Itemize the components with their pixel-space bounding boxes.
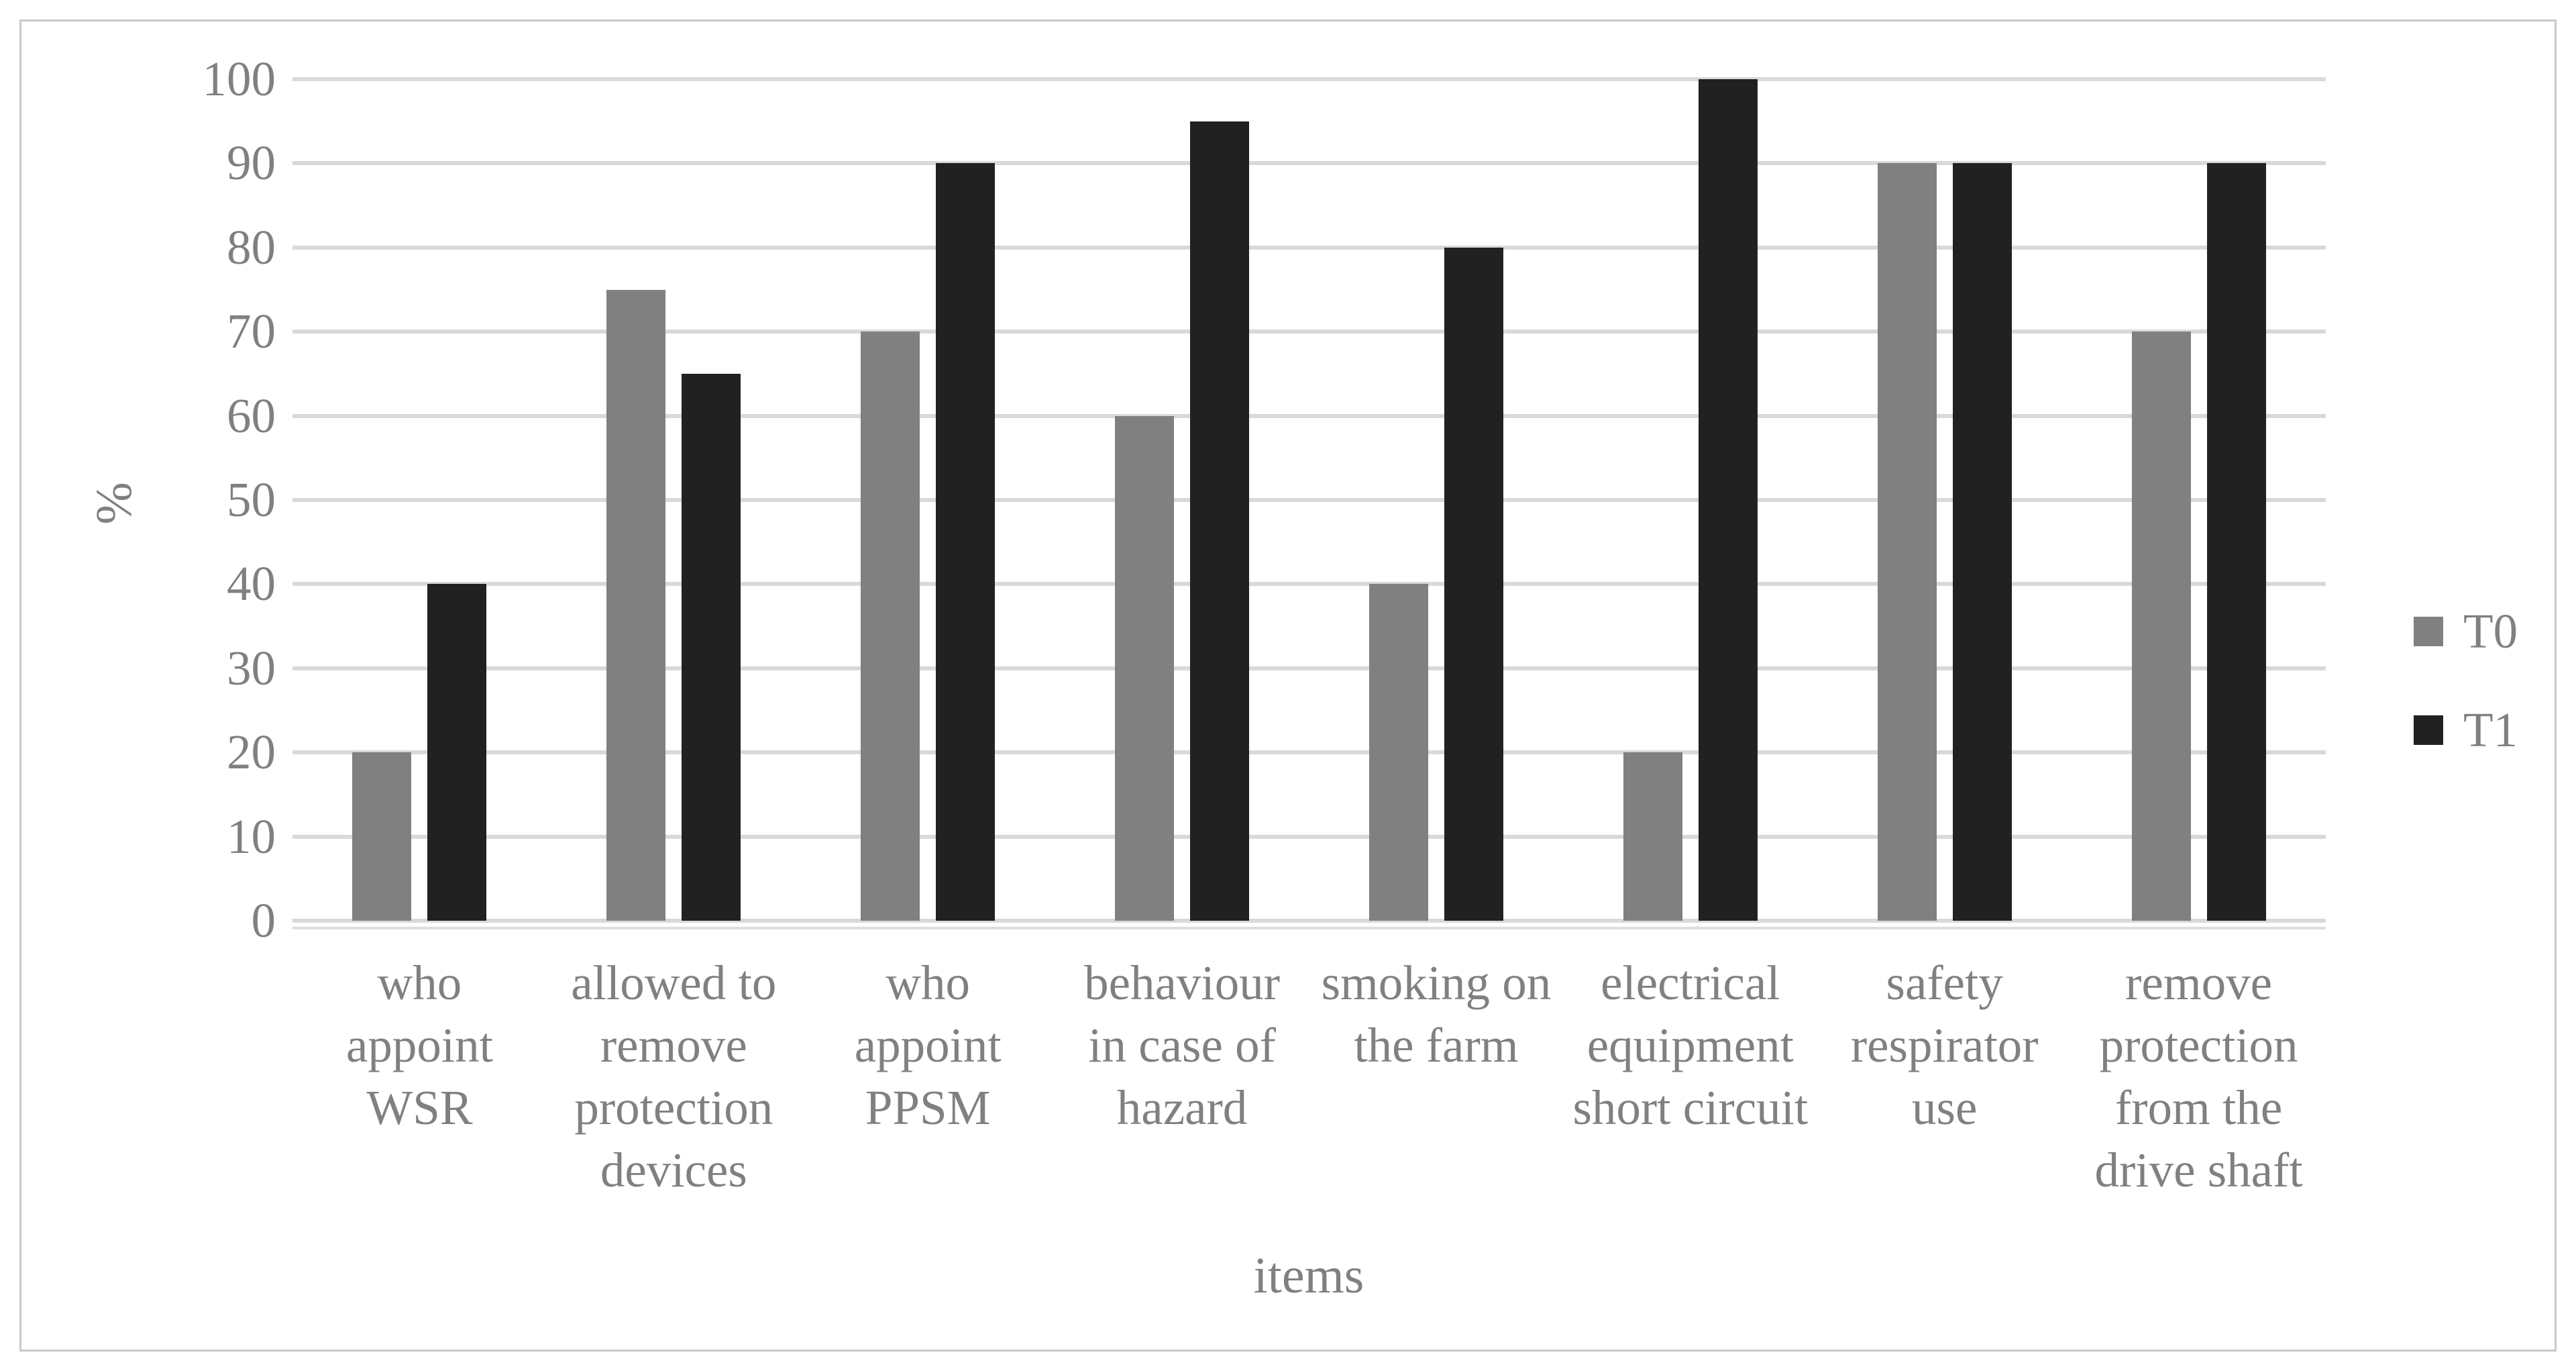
x-category-label-line: PPSM — [865, 1080, 991, 1135]
gridline-0 — [292, 919, 2326, 923]
x-category-label-line: remove — [600, 1018, 747, 1072]
legend-swatch-t1 — [2414, 715, 2443, 745]
x-category-label-line: protection — [574, 1080, 773, 1135]
x-category-label-line: safety — [1886, 956, 2003, 1010]
x-category-label-line: use — [1912, 1080, 1978, 1135]
y-tick-40: 40 — [227, 556, 276, 611]
x-category-label-line: appoint — [345, 1018, 493, 1072]
gridline-60 — [292, 413, 2326, 418]
gridline-50 — [292, 498, 2326, 502]
x-category-label: smoking on the farm — [1309, 952, 1564, 1076]
y-tick-0: 0 — [251, 893, 276, 948]
gridline-30 — [292, 666, 2326, 670]
bar-t1-group4 — [1190, 121, 1250, 921]
bar-t0-group8 — [2131, 332, 2191, 921]
x-category-label-line: equipment — [1587, 1018, 1794, 1072]
x-category-label: who appoint WSR — [292, 952, 547, 1139]
x-category-label-line: appoint — [854, 1018, 1002, 1072]
bar-t0-group4 — [1115, 415, 1175, 921]
y-tick-100: 100 — [202, 52, 276, 106]
bar-t1-group8 — [2206, 163, 2266, 921]
y-tick-20: 20 — [227, 725, 276, 780]
legend-entry-t0: T0 — [2414, 598, 2518, 665]
y-tick-90: 90 — [227, 136, 276, 191]
bar-t1-group1 — [427, 584, 487, 921]
x-category-label-line: in case of — [1088, 1018, 1276, 1072]
legend-label-t0: T0 — [2463, 604, 2518, 658]
x-category-label: electrical equipment short circuit — [1563, 952, 1818, 1139]
bar-t1-group6 — [1698, 79, 1758, 921]
legend-swatch-t0 — [2414, 617, 2443, 646]
gridline-90 — [292, 161, 2326, 166]
x-category-label: behaviour in case of hazard — [1055, 952, 1309, 1139]
bar-t0-group1 — [352, 752, 412, 921]
x-category-label-line: drive shaft — [2094, 1143, 2303, 1197]
x-category-label-line: protection — [2099, 1018, 2298, 1072]
bar-t1-group7 — [1952, 163, 2012, 921]
bar-t1-group3 — [936, 163, 996, 921]
gridline-100 — [292, 77, 2326, 81]
x-axis-title: items — [1253, 1248, 1364, 1304]
x-category-label-line: respirator — [1850, 1018, 2039, 1072]
x-category-label-line: from the — [2114, 1080, 2283, 1135]
y-tick-70: 70 — [227, 304, 276, 359]
x-category-label-line: who — [377, 956, 462, 1010]
gridline-70 — [292, 329, 2326, 334]
x-axis-line — [292, 927, 2326, 929]
x-category-label-line: allowed to — [571, 956, 777, 1010]
bar-t0-group5 — [1368, 584, 1428, 921]
x-category-label-line: WSR — [366, 1080, 473, 1135]
gridline-40 — [292, 582, 2326, 587]
y-tick-80: 80 — [227, 219, 276, 274]
x-category-label-line: devices — [600, 1143, 747, 1197]
bar-t0-group6 — [1623, 752, 1682, 921]
legend-entry-t1: T1 — [2414, 697, 2518, 764]
x-category-label-line: remove — [2125, 956, 2273, 1010]
x-category-label-line: smoking on — [1321, 956, 1552, 1010]
bar-t0-group3 — [861, 332, 920, 921]
gridline-10 — [292, 834, 2326, 839]
gridline-20 — [292, 750, 2326, 755]
bar-t0-group7 — [1877, 163, 1937, 921]
x-category-label: remove protection from the drive shaft — [2072, 952, 2326, 1201]
chart-area: % items T0 T1 0 10 20 30 40 50 60 70 80 90 100 who ap… — [19, 19, 2557, 1352]
y-tick-10: 10 — [227, 809, 276, 864]
x-category-label: allowed to remove protection devices — [546, 952, 801, 1201]
gridline-80 — [292, 245, 2326, 250]
y-tick-60: 60 — [227, 388, 276, 443]
x-category-label: safety respirator use — [1817, 952, 2072, 1139]
bar-t0-group2 — [606, 289, 666, 921]
x-category-label-line: electrical — [1601, 956, 1780, 1010]
legend-label-t1: T1 — [2463, 703, 2518, 757]
bar-t1-group5 — [1444, 247, 1503, 921]
x-category-label-line: the farm — [1354, 1018, 1519, 1072]
x-category-label: who appoint PPSM — [800, 952, 1055, 1139]
y-tick-30: 30 — [227, 640, 276, 695]
x-category-label-line: hazard — [1116, 1080, 1248, 1135]
x-category-label-line: who — [885, 956, 971, 1010]
x-category-label-line: behaviour — [1084, 956, 1281, 1010]
y-tick-50: 50 — [227, 472, 276, 527]
x-category-label-line: short circuit — [1572, 1080, 1809, 1135]
bar-t1-group2 — [682, 373, 741, 921]
